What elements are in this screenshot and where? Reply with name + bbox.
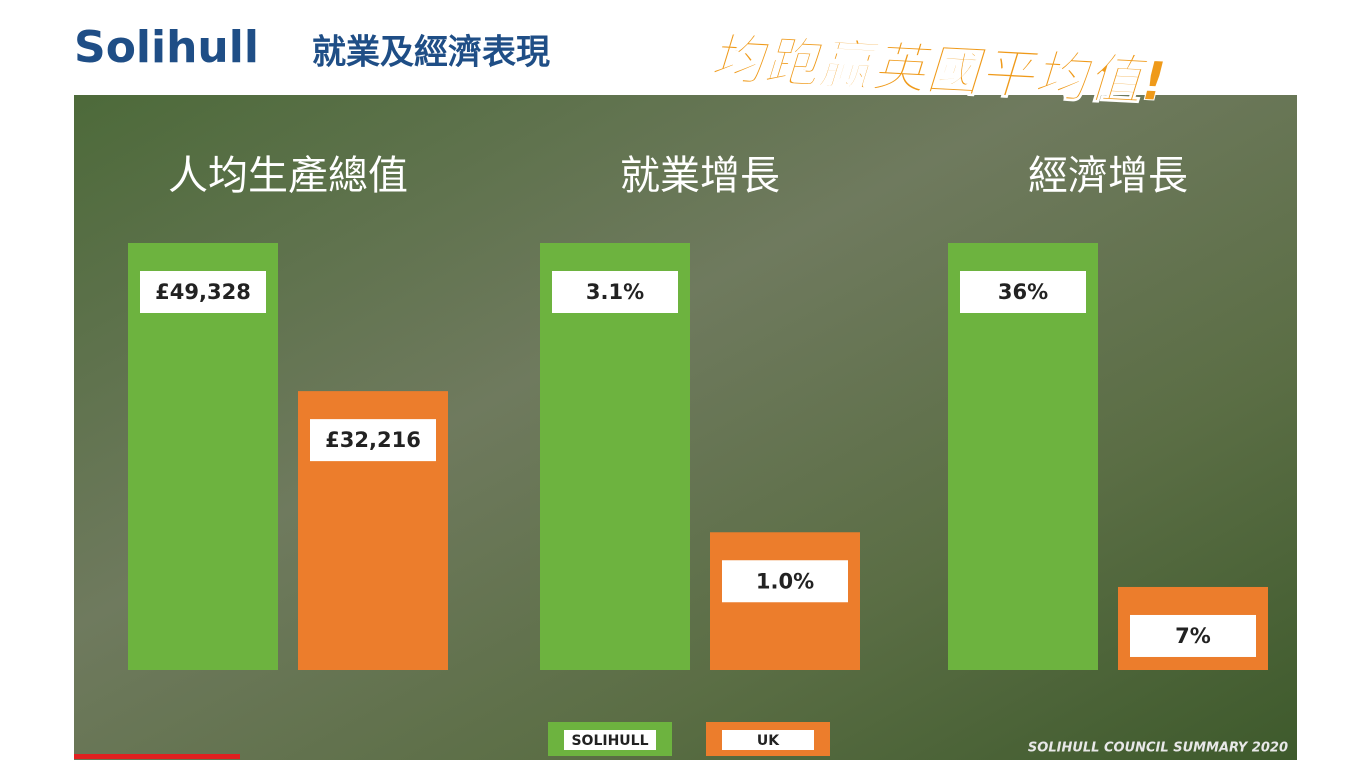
- legend-label: UK: [757, 733, 780, 749]
- value-label: £32,216: [325, 428, 421, 452]
- value-label: 36%: [998, 280, 1048, 304]
- progress-bar: [74, 754, 240, 759]
- panel-title: 人均生產總值: [168, 153, 408, 199]
- value-label: 1.0%: [756, 569, 814, 593]
- value-label-box: [1130, 614, 1256, 657]
- title: Solihull: [74, 22, 259, 73]
- legend-label-box: [722, 730, 814, 750]
- bar: [948, 243, 1098, 670]
- value-label-box: [722, 560, 848, 603]
- value-label-box: [140, 271, 266, 313]
- value-label: 3.1%: [586, 280, 644, 304]
- panel-title: 經濟增長: [1028, 153, 1188, 199]
- value-label-box: [960, 271, 1086, 313]
- subtitle: 就業及經濟表現: [312, 33, 550, 73]
- value-label: £49,328: [155, 280, 251, 304]
- footer: SOLIHULL COUNCIL SUMMARY 2020: [1028, 741, 1288, 756]
- legend-label: SOLIHULL: [571, 733, 648, 749]
- value-label-box: [310, 419, 436, 462]
- value-label: 7%: [1175, 624, 1211, 648]
- legend-label-box: [564, 730, 656, 750]
- value-label-box: [552, 271, 678, 313]
- bar: [128, 243, 278, 670]
- bar: [540, 243, 690, 670]
- panel-title: 就業增長: [620, 153, 780, 199]
